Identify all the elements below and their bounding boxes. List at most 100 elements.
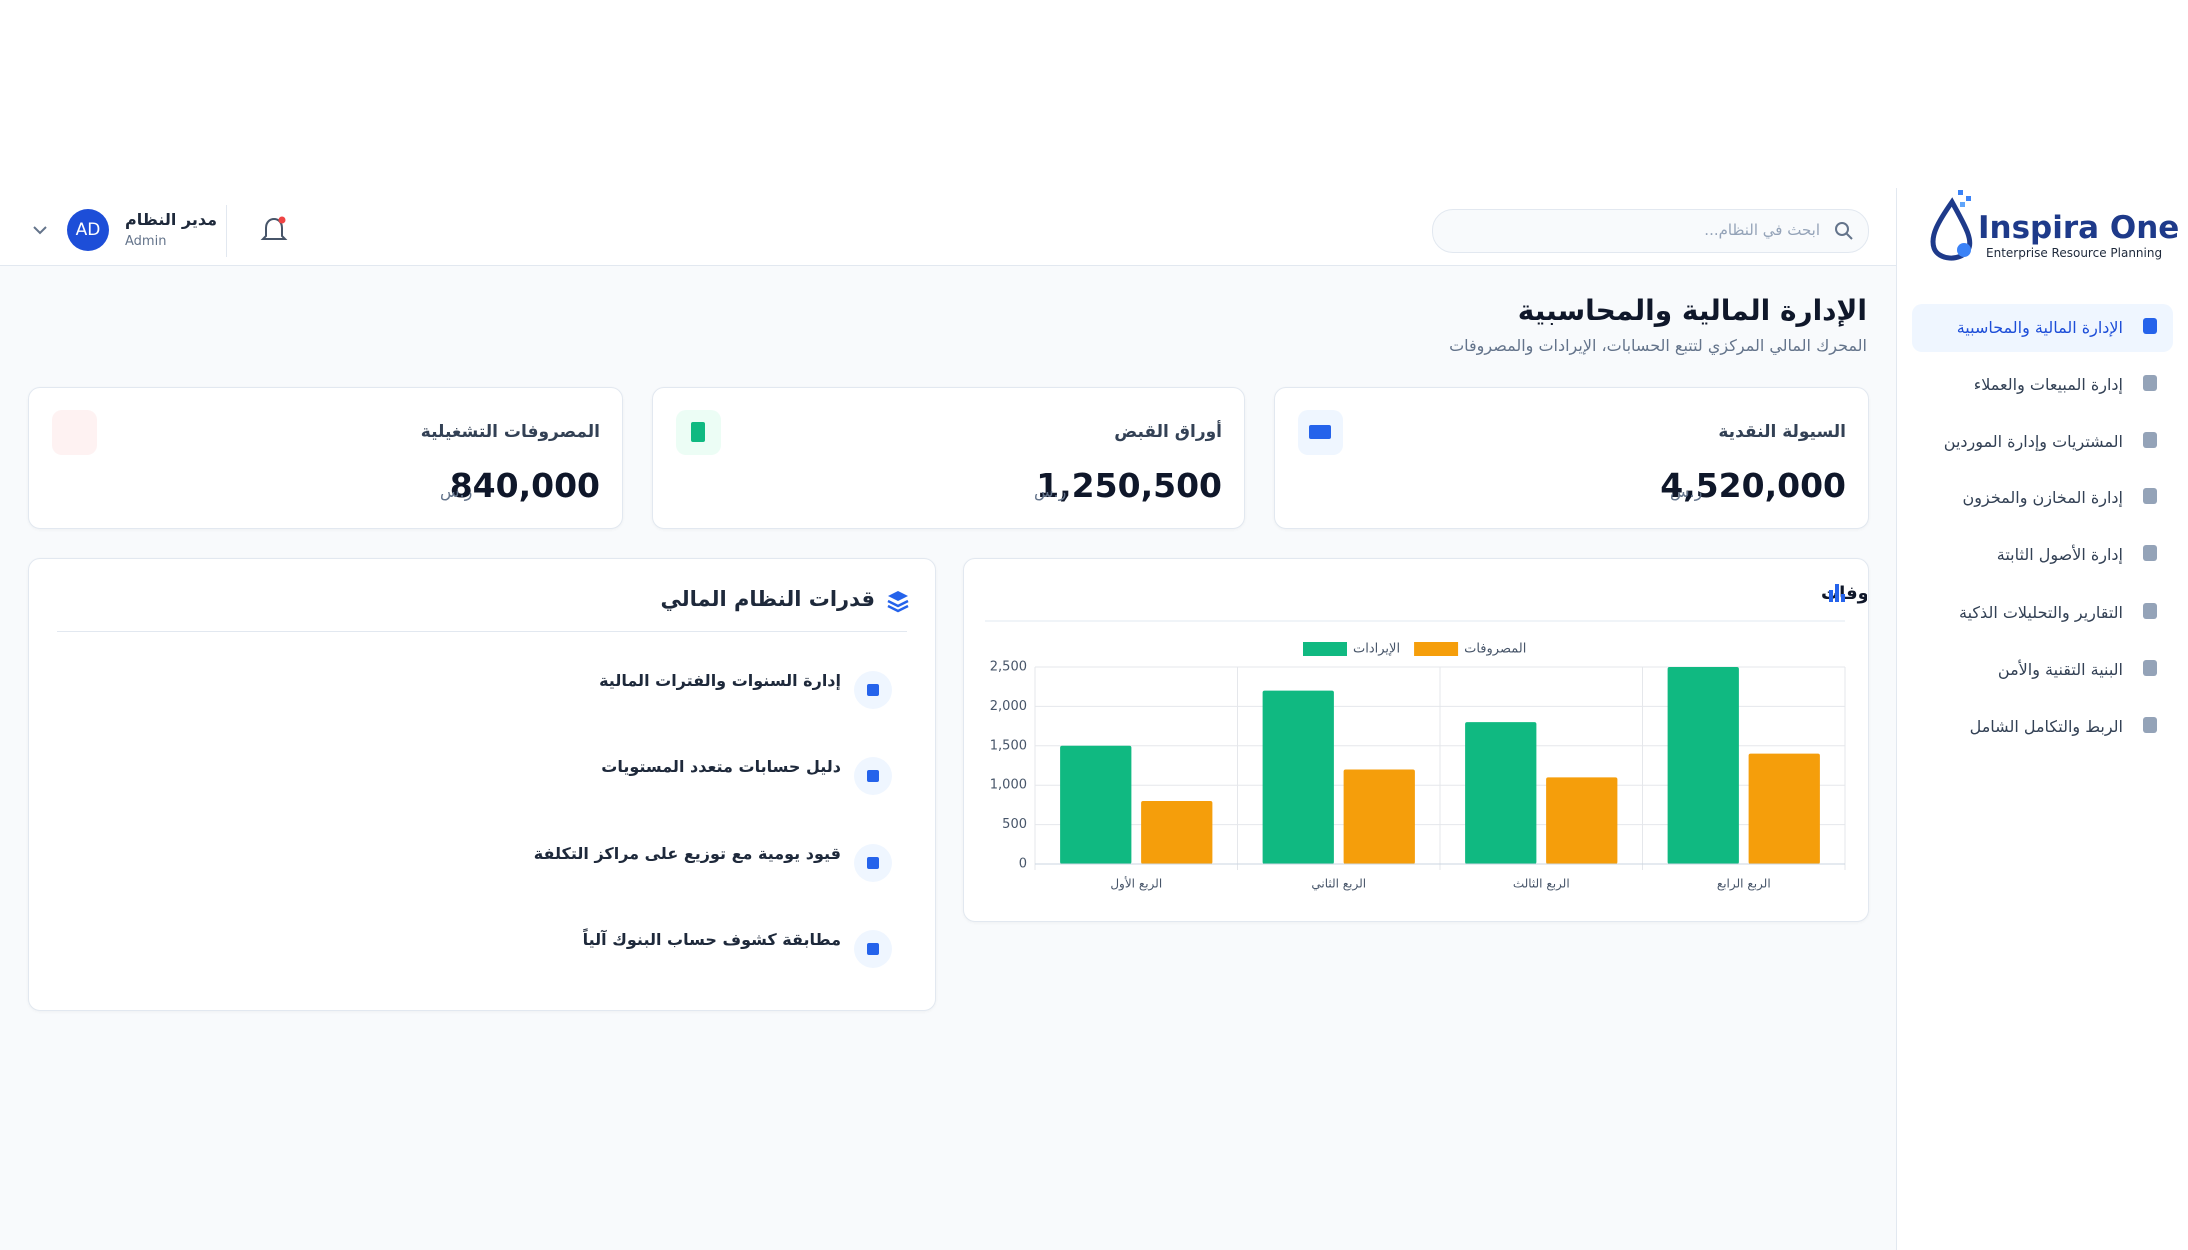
nav-label: الإدارة المالية والمحاسبية [1956, 318, 2123, 337]
nav-label: إدارة المخازن والمخزون [1962, 488, 2123, 507]
nav-icon [2143, 717, 2157, 733]
nav-label: التقارير والتحليلات الذكية [1959, 603, 2123, 622]
user-name: مدير النظام [125, 210, 218, 229]
y-tick-label: 2,000 [990, 699, 1027, 714]
search-box[interactable]: ابحث في النظام... [1432, 209, 1869, 253]
decor [1841, 594, 1845, 602]
nav-item[interactable]: الربط والتكامل الشامل [1912, 703, 2173, 751]
legend-swatch [1303, 642, 1347, 656]
nav-item[interactable]: إدارة المخازن والمخزون [1912, 474, 2173, 522]
tagline: Enterprise Resource Planning [1986, 246, 2163, 260]
divider [226, 205, 227, 257]
capability-item: قيود يومية مع توزيع على مراكز التكلفة [533, 844, 841, 863]
kpi-icon [52, 410, 97, 455]
nav-icon [2143, 318, 2157, 334]
x-tick-label: الربع الثالث [1513, 877, 1570, 892]
kpi-currency: ر.س [1034, 482, 1067, 501]
nav-icon [2143, 545, 2157, 561]
bar [1667, 667, 1739, 864]
decor [1829, 590, 1833, 602]
bar [1546, 777, 1618, 864]
kpi-currency: ر.س [440, 482, 473, 501]
nav-item[interactable]: البنية التقنية والأمن [1912, 646, 2173, 694]
nav-label: المشتريات وإدارة الموردين [1943, 432, 2123, 451]
decor [33, 226, 47, 235]
decor [691, 422, 705, 442]
nav-icon [2143, 432, 2157, 448]
kpi-label: المصروفات التشغيلية [420, 422, 600, 442]
decor [278, 216, 286, 224]
y-tick-label: 500 [1002, 817, 1027, 832]
nav-item[interactable]: المشتريات وإدارة الموردين [1912, 418, 2173, 466]
y-tick-label: 2,500 [990, 660, 1027, 675]
kpi-card: أوراق القبض 1,250,500 ر.س [652, 387, 1245, 529]
decor [260, 217, 288, 240]
search-placeholder: ابحث في النظام... [1704, 221, 1820, 239]
y-tick-label: 1,500 [990, 738, 1027, 753]
x-tick-label: الربع الثاني [1311, 877, 1366, 892]
logo-icon [1930, 190, 1973, 261]
capability-icon [854, 930, 892, 968]
bar [1141, 800, 1213, 864]
decor [1845, 232, 1853, 240]
nav-icon [2143, 375, 2157, 391]
search-icon [1835, 222, 1853, 240]
nav-item[interactable]: إدارة الأصول الثابتة [1912, 531, 2173, 579]
capability-item: مطابقة كشوف حساب البنوك آلياً [582, 930, 841, 949]
top-blank [0, 0, 2188, 188]
bar [1262, 690, 1334, 864]
capability-item: دليل حسابات متعدد المستويات [601, 757, 841, 776]
decor [1930, 197, 1973, 261]
bar [1343, 769, 1415, 864]
chevron[interactable] [32, 224, 48, 236]
legend-label: الإيرادات [1353, 642, 1400, 657]
x-tick-label: الربع الأول [1110, 876, 1162, 892]
bar [1060, 745, 1132, 864]
nav-label: الربط والتكامل الشامل [1969, 717, 2123, 736]
decor [1835, 222, 1849, 236]
kpi-icon [1298, 410, 1343, 455]
page-subtitle: المحرك المالي المركزي لتتبع الحسابات، ال… [1449, 336, 1867, 355]
avatar[interactable]: AD [67, 209, 109, 251]
chart-icon [1829, 584, 1845, 602]
decor [887, 604, 909, 613]
kpi-currency: ر.س [1670, 482, 1703, 501]
kpi-card: المصروفات التشغيلية 840,000 ر.س [28, 387, 623, 529]
divider [57, 631, 907, 632]
capability-icon [854, 671, 892, 709]
nav-label: إدارة الأصول الثابتة [1996, 545, 2123, 564]
capability-item: إدارة السنوات والفترات المالية [599, 671, 841, 690]
decor [1966, 196, 1971, 201]
nav-item[interactable]: الإدارة المالية والمحاسبية [1912, 304, 2173, 352]
kpi-value: 4,520,000 [1660, 466, 1846, 505]
layers-icon [887, 591, 909, 613]
kpi-card: السيولة النقدية 4,520,000 ر.س [1274, 387, 1869, 529]
bar [1465, 722, 1537, 864]
nav-item[interactable]: التقارير والتحليلات الذكية [1912, 589, 2173, 637]
decor [1957, 243, 1971, 257]
decor [867, 684, 879, 696]
bar [1748, 753, 1820, 864]
capability-icon [854, 757, 892, 795]
sidebar [1896, 188, 2188, 1250]
legend-label: المصروفات [1464, 642, 1526, 657]
decor [1309, 425, 1331, 439]
nav-label: البنية التقنية والأمن [1997, 660, 2123, 679]
nav-icon [2143, 488, 2157, 504]
nav-item[interactable]: إدارة المبيعات والعملاء [1912, 361, 2173, 409]
legend-swatch [1414, 642, 1459, 656]
decor [1958, 190, 1963, 195]
bell-icon[interactable] [260, 214, 288, 246]
kpi-value: 1,250,500 [1036, 466, 1222, 505]
decor [867, 943, 879, 955]
nav-label: إدارة المبيعات والعملاء [1973, 375, 2123, 394]
capabilities-title: قدرات النظام المالي [660, 587, 875, 611]
brand: Inspira One [1978, 210, 2180, 246]
x-tick-label: الربع الرابع [1717, 877, 1771, 892]
kpi-label: السيولة النقدية [1718, 422, 1846, 442]
capability-icon [854, 844, 892, 882]
decor [867, 770, 879, 782]
kpi-label: أوراق القبض [1114, 422, 1222, 442]
